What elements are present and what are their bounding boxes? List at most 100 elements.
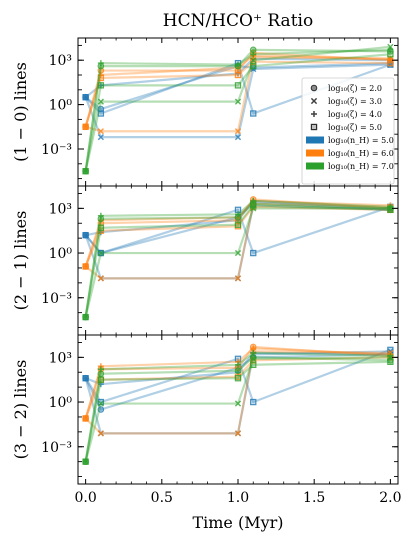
series-line <box>84 205 391 255</box>
data-point <box>234 400 242 407</box>
data-point <box>234 430 242 437</box>
data-point <box>82 313 89 321</box>
data-point <box>235 361 241 368</box>
legend-marker <box>310 97 318 105</box>
data-point <box>97 376 105 383</box>
data-point <box>387 358 394 366</box>
y-axis-title: (1 − 0) lines <box>11 62 30 162</box>
series-line <box>84 205 391 267</box>
data-point <box>97 212 104 219</box>
data-point <box>82 168 89 175</box>
y-tick-label: 10⁻³ <box>41 291 72 307</box>
data-point <box>250 249 257 257</box>
x-tick-label: 2.0 <box>379 490 401 506</box>
data-point <box>97 224 105 231</box>
series-line <box>84 60 391 128</box>
y-tick-label: 10⁰ <box>49 98 73 114</box>
data-point <box>234 275 242 282</box>
data-point <box>97 60 104 67</box>
data-point <box>97 134 104 141</box>
legend-color-swatch <box>306 162 324 170</box>
data-point <box>250 398 257 406</box>
series-line <box>84 356 391 462</box>
data-point <box>234 71 242 79</box>
data-point <box>97 406 105 413</box>
data-point <box>97 275 104 282</box>
data-point <box>250 51 257 58</box>
legend-label: log₁₀(n_H) = 5.0 <box>328 136 394 145</box>
series-group <box>82 196 394 321</box>
data-point <box>97 74 105 82</box>
data-point <box>82 458 89 465</box>
data-point <box>97 110 105 117</box>
data-point <box>387 206 394 214</box>
data-point <box>234 249 242 257</box>
x-tick-label: 1.5 <box>303 490 325 506</box>
data-point <box>234 367 242 375</box>
data-point <box>97 128 104 135</box>
legend-color-swatch <box>306 136 324 144</box>
legend-color-swatch <box>306 149 324 157</box>
legend-label: log₁₀(n_H) = 7.0 <box>328 162 394 171</box>
x-tick-label: 0.0 <box>74 490 96 506</box>
data-point <box>82 415 89 422</box>
data-point <box>250 58 257 65</box>
y-tick-label: 10⁻³ <box>41 142 72 158</box>
legend-label: log₁₀(n_H) = 6.0 <box>328 149 394 158</box>
series-line <box>84 204 391 318</box>
data-point <box>82 93 89 101</box>
y-tick-label: 10³ <box>49 350 72 366</box>
series-line <box>84 53 391 172</box>
legend-box <box>301 77 395 185</box>
series-line <box>84 360 391 462</box>
data-point <box>387 59 394 67</box>
y-tick-label: 10³ <box>49 201 72 217</box>
data-point <box>235 211 241 218</box>
x-axis-title: Time (Myr) <box>192 513 283 532</box>
data-point <box>387 352 394 359</box>
data-point <box>234 375 242 382</box>
data-point <box>250 349 257 356</box>
data-point <box>234 221 242 228</box>
data-point <box>234 98 242 105</box>
subplot-2: 10³ 10⁰ 10⁻³ (2 − 1) lines <box>11 185 399 336</box>
y-tick-label: 10⁰ <box>49 246 73 262</box>
legend: log₁₀(ζ) = 2.0 log₁₀(ζ) = 3.0 log₁₀(ζ) = 4… <box>301 77 395 185</box>
y-axis-title: (2 − 1) lines <box>11 211 30 311</box>
data-point <box>97 82 105 89</box>
data-point <box>250 62 257 70</box>
data-point <box>387 51 394 58</box>
data-point <box>82 263 89 270</box>
y-tick-label: 10⁰ <box>49 395 73 411</box>
data-point <box>97 249 104 257</box>
legend-label: log₁₀(ζ) = 4.0 <box>328 110 382 119</box>
data-point <box>235 61 241 68</box>
y-tick-label: 10⁻³ <box>41 440 72 456</box>
data-point <box>97 398 105 406</box>
legend-marker <box>310 123 318 131</box>
data-point <box>250 361 257 369</box>
y-tick-label: 10³ <box>49 53 72 69</box>
data-point <box>250 202 257 209</box>
legend-label: log₁₀(ζ) = 2.0 <box>328 84 382 93</box>
data-point <box>234 128 242 135</box>
legend-label: log₁₀(ζ) = 5.0 <box>328 123 382 132</box>
data-point <box>82 123 89 130</box>
data-point <box>250 110 257 117</box>
y-axis-title: (3 − 2) lines <box>11 360 30 460</box>
series-group <box>82 343 394 465</box>
data-point <box>82 375 89 382</box>
data-point <box>250 355 257 362</box>
data-point <box>97 400 104 407</box>
subplot-3: 0.0 0.5 1.0 1.5 2.0 10³ 10⁰ 10⁻³ (3 − 2) lines <box>11 334 402 506</box>
data-point <box>234 134 242 141</box>
data-point <box>97 430 104 437</box>
data-point <box>97 98 104 105</box>
legend-marker <box>311 111 317 117</box>
legend-label: log₁₀(ζ) = 3.0 <box>328 97 382 106</box>
data-point <box>97 366 104 373</box>
series-line <box>84 356 391 419</box>
data-point <box>250 57 257 64</box>
